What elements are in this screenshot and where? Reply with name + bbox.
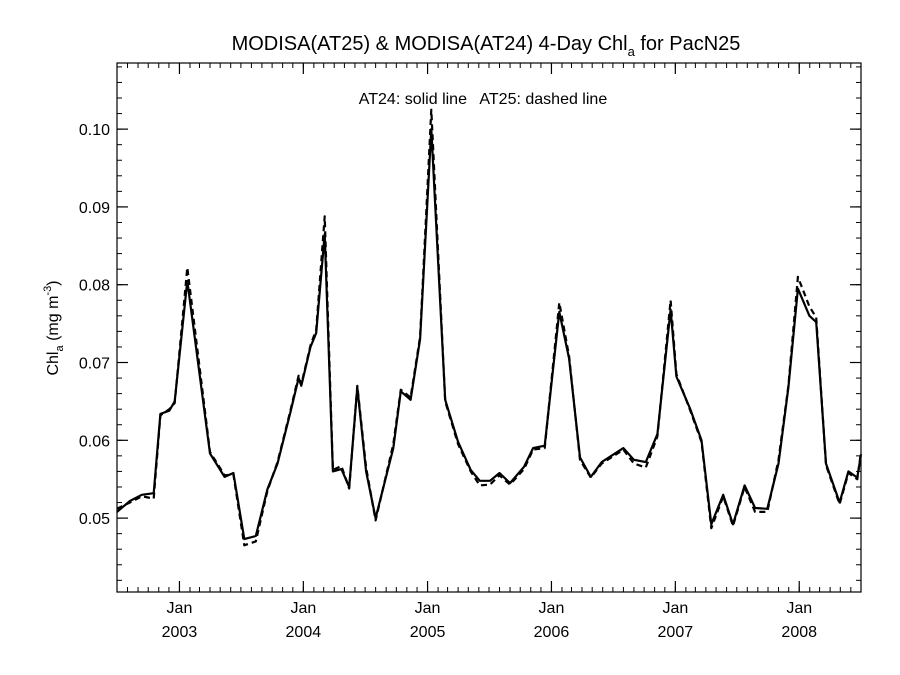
x-tick-label-month: Jan — [167, 600, 193, 617]
y-tick-label: 0.05 — [79, 511, 110, 528]
y-tick-label: 0.07 — [79, 356, 110, 373]
line-style-annotation: AT24: solid line AT25: dashed line — [359, 91, 608, 108]
x-tick-label-month: Jan — [290, 600, 316, 617]
chart-title-tail: for PacN25 — [635, 33, 741, 55]
x-tick-label-year: 2004 — [286, 624, 322, 641]
x-tick-label-year: 2007 — [658, 624, 694, 641]
axes: 0.05 0.06 0.07 0.08 0.09 0.10 Jan 2003 Jan 2004 Ja… — [79, 62, 862, 641]
series-line-at25 — [116, 108, 863, 547]
y-axis-label: Chla (mg m-3) — [42, 280, 66, 375]
chart-title-subscript: a — [628, 44, 636, 59]
y-axis-label-units: (mg m — [45, 296, 62, 346]
y-axis-label-main: Chl — [45, 352, 62, 376]
y-tick-label: 0.10 — [79, 122, 110, 139]
x-tick-label-month: Jan — [786, 600, 812, 617]
x-tick-label-month: Jan — [415, 600, 441, 617]
chart-title-main: MODISA(AT25) & MODISA(AT24) 4-Day Chl — [232, 33, 628, 55]
x-tick-label-month: Jan — [539, 600, 565, 617]
y-axis-label-close: ) — [45, 280, 62, 285]
series-layer — [116, 108, 863, 547]
x-tick-label-year: 2008 — [781, 624, 817, 641]
x-tick-label-year: 2003 — [162, 624, 198, 641]
y-tick-label: 0.08 — [79, 278, 110, 295]
y-tick-label: 0.06 — [79, 433, 110, 450]
y-axis-label-subscript: a — [54, 345, 66, 352]
chart-title: MODISA(AT25) & MODISA(AT24) 4-Day Chla f… — [232, 33, 741, 59]
y-tick-label: 0.09 — [79, 200, 110, 217]
x-tick-label-month: Jan — [662, 600, 688, 617]
x-tick-label-year: 2006 — [534, 624, 570, 641]
y-axis-label-superscript: -3 — [42, 286, 54, 296]
x-tick-label-year: 2005 — [410, 624, 446, 641]
